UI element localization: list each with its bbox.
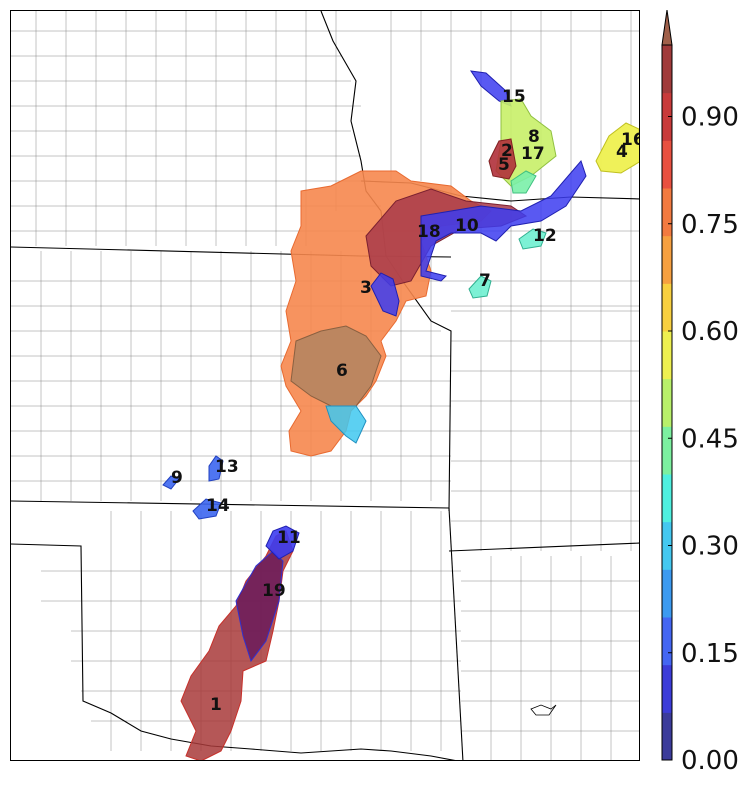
region-label-7: 7	[479, 271, 491, 291]
region-13-area	[208, 455, 224, 482]
region-label-4: 4	[616, 142, 628, 162]
region-label-1: 1	[210, 695, 222, 715]
region-label-10: 10	[455, 216, 479, 236]
region-19-area	[235, 550, 284, 663]
colorbar-band	[662, 617, 672, 666]
colorbar-band	[662, 474, 672, 523]
region-14-area	[192, 498, 222, 520]
colorbar-band	[662, 569, 672, 618]
colorbar-band	[662, 188, 672, 237]
region-2-area	[488, 138, 517, 180]
colorbar-tick-label: 0.30	[681, 532, 739, 562]
colorbar-bands	[662, 45, 672, 761]
state-boundaries	[11, 11, 639, 760]
region-label-13: 13	[215, 457, 239, 477]
map-canvas: 1 2 3 4 5 6 7 8 9 10 11 12 13 14 15 16 1…	[11, 11, 640, 760]
colorbar-band	[662, 45, 672, 94]
colorbar: 0.00 0.15 0.30 0.45 0.60 0.75 0.90	[661, 10, 739, 770]
colorbar-ticks: 0.00 0.15 0.30 0.45 0.60 0.75 0.90	[668, 103, 739, 770]
region-label-9: 9	[171, 468, 183, 488]
colorbar-band	[662, 331, 672, 380]
lake-icon	[530, 704, 557, 716]
colorbar-band	[662, 92, 672, 141]
region-label-16: 16	[621, 130, 640, 150]
region-12-area	[518, 228, 547, 250]
colorbar-tick-label: 0.45	[681, 424, 739, 454]
colorbar-tick-label: 0.75	[681, 210, 739, 240]
region-label-5: 5	[498, 155, 510, 175]
colorbar-band	[662, 140, 672, 189]
map-panel: 1 2 3 4 5 6 7 8 9 10 11 12 13 14 15 16 1…	[10, 10, 640, 761]
colorbar-band	[662, 283, 672, 332]
region-label-15: 15	[502, 87, 526, 107]
region-6-core	[290, 325, 382, 407]
region-label-17: 17	[521, 144, 545, 164]
region-labels: 1 2 3 4 5 6 7 8 9 10 11 12 13 14 15 16 1…	[171, 87, 640, 715]
region-label-6: 6	[336, 361, 348, 381]
region-16-area	[595, 122, 639, 174]
colorbar-tick-label: 0.00	[681, 746, 739, 770]
colorbar-band	[662, 235, 672, 284]
colorbar-tick-label: 0.60	[681, 317, 739, 347]
region-11-area	[265, 525, 300, 560]
region-label-11: 11	[277, 528, 301, 548]
region-7-area	[468, 275, 492, 299]
probability-regions	[162, 70, 639, 760]
region-label-18: 18	[417, 222, 441, 242]
colorbar-band	[662, 426, 672, 475]
colorbar-band	[662, 521, 672, 570]
region-label-8: 8	[528, 127, 540, 147]
colorbar-tick-label: 0.15	[681, 639, 739, 669]
region-label-12: 12	[533, 226, 557, 246]
region-10-band	[420, 160, 587, 282]
colorbar-tick-label: 0.90	[681, 103, 739, 133]
region-label-19: 19	[262, 581, 286, 601]
region-cyan-area	[325, 405, 367, 444]
region-label-14: 14	[206, 496, 230, 516]
region-3-area	[370, 272, 400, 317]
region-label-2: 2	[501, 141, 513, 161]
region-9-area	[162, 475, 180, 490]
colorbar-outline	[661, 44, 673, 761]
region-17-area	[510, 170, 537, 194]
colorbar-extend-arrow	[661, 10, 673, 46]
region-label-3: 3	[360, 278, 372, 298]
colorbar-band	[662, 664, 672, 713]
colorbar-band	[662, 712, 672, 761]
colorbar-band	[662, 378, 672, 427]
